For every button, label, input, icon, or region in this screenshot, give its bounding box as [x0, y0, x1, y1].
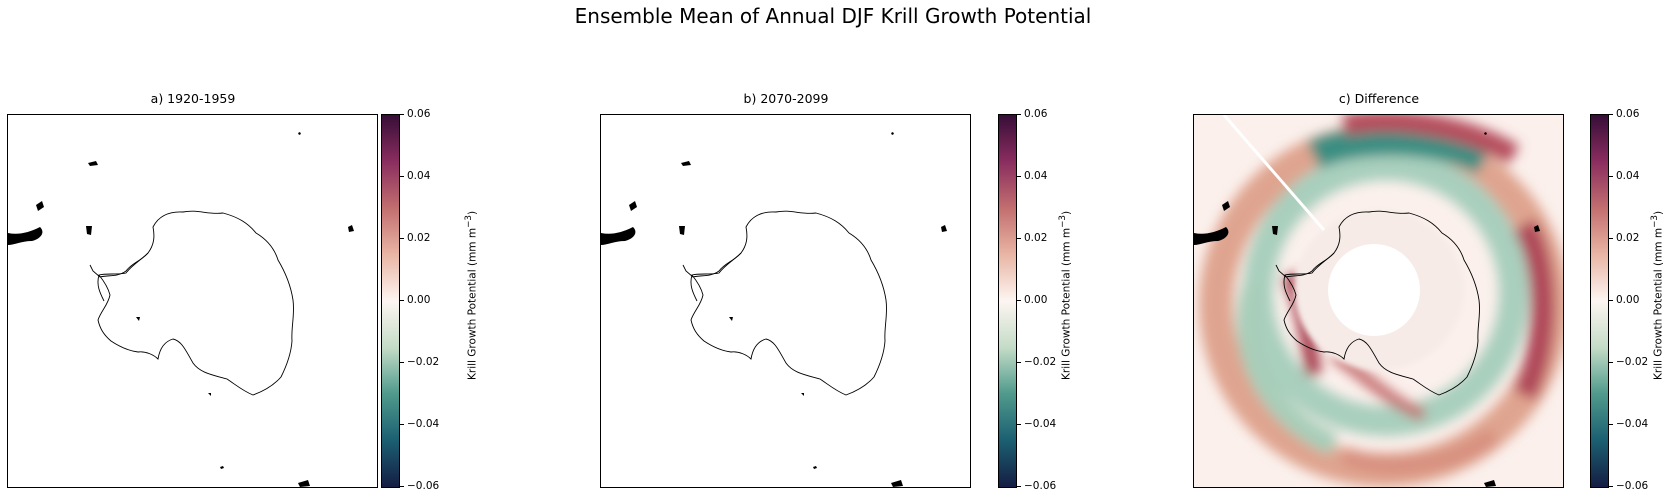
panel-a-title: a) 1920-1959	[150, 91, 236, 106]
panel-c-difference-field	[1194, 115, 1563, 487]
panel-c-title: c) Difference	[1338, 91, 1420, 106]
panel-c-map	[1193, 114, 1564, 488]
cbar-tick: −0.02	[400, 356, 439, 368]
cbar-tick: −0.04	[400, 418, 439, 430]
panel-a-colorbar-ticks: 0.06 0.04 0.02 0.00 −0.02 −0.04 −0.06	[400, 108, 460, 492]
panel-b-map	[600, 114, 971, 488]
cbar-tick: 0.00	[1609, 294, 1639, 306]
panel-b-colorbar-label: Krill Growth Potential (mm m−3)	[1058, 210, 1073, 380]
panel-c-colorbar-ticks: 0.06 0.04 0.02 0.00 −0.02 −0.04 −0.06	[1609, 108, 1666, 492]
figure-title: Ensemble Mean of Annual DJF Krill Growth…	[574, 4, 1092, 28]
cbar-tick: 0.06	[400, 108, 430, 120]
panel-b-colorbar	[998, 114, 1017, 488]
cbar-tick: −0.02	[1017, 356, 1056, 368]
panel-a-map	[7, 114, 378, 488]
cbar-tick: 0.02	[1609, 232, 1639, 244]
cbar-tick: −0.06	[1017, 480, 1056, 492]
cbar-tick: −0.06	[400, 480, 439, 492]
panel-b-coastline	[601, 132, 947, 487]
cbar-tick: −0.04	[1017, 418, 1056, 430]
cbar-tick: 0.06	[1017, 108, 1047, 120]
panel-c-colorbar-label: Krill Growth Potential (mm m−3)	[1650, 210, 1665, 380]
panel-a-coastline	[8, 132, 354, 487]
cbar-tick: 0.04	[1609, 170, 1639, 182]
panel-b-title: b) 2070-2099	[743, 91, 829, 106]
cbar-tick: 0.06	[1609, 108, 1639, 120]
cbar-tick: 0.04	[400, 170, 430, 182]
cbar-tick: 0.02	[400, 232, 430, 244]
cbar-tick: 0.02	[1017, 232, 1047, 244]
cbar-tick: 0.00	[1017, 294, 1047, 306]
cbar-tick: −0.04	[1609, 418, 1648, 430]
cbar-tick: 0.04	[1017, 170, 1047, 182]
cbar-tick: −0.06	[1609, 480, 1648, 492]
panel-c-colorbar	[1590, 114, 1609, 488]
panel-b-colorbar-ticks: 0.06 0.04 0.02 0.00 −0.02 −0.04 −0.06	[1017, 108, 1077, 492]
cbar-tick: 0.00	[400, 294, 430, 306]
cbar-tick: −0.02	[1609, 356, 1648, 368]
panel-a-colorbar-label: Krill Growth Potential (mm m−3)	[464, 210, 479, 380]
panel-a-colorbar	[381, 114, 400, 488]
